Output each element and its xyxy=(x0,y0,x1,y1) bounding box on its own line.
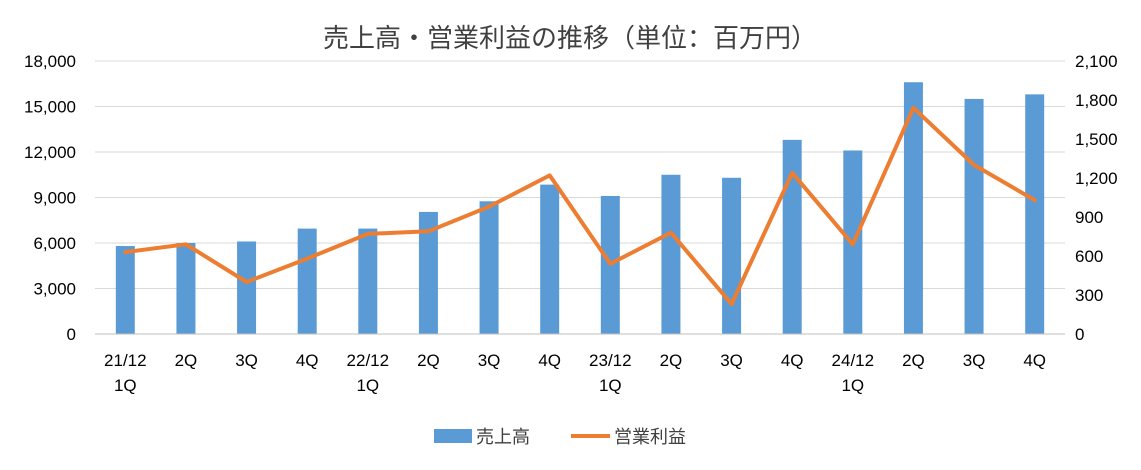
x-tick-label: 4Q xyxy=(1023,351,1046,370)
bar xyxy=(418,211,438,334)
x-tick-label: 2Q xyxy=(902,351,925,370)
y-right-tick-label: 900 xyxy=(1075,208,1103,227)
bar xyxy=(297,228,317,334)
y-left-tick-label: 18,000 xyxy=(24,52,76,71)
bar xyxy=(1025,94,1045,334)
bar xyxy=(176,243,196,334)
y-left-tick-label: 3,000 xyxy=(33,280,76,299)
bar xyxy=(540,184,560,334)
y-left-tick-label: 0 xyxy=(67,325,76,344)
bar xyxy=(964,98,984,335)
x-tick-label: 2Q xyxy=(175,351,198,370)
x-tick-label: 1Q xyxy=(356,376,379,395)
y-left-tick-label: 15,000 xyxy=(24,98,76,117)
y-left-tick-label: 12,000 xyxy=(24,143,76,162)
bar xyxy=(479,201,499,334)
bar xyxy=(722,177,742,334)
x-tick-label: 2Q xyxy=(417,351,440,370)
chart-title: 売上高・営業利益の推移（単位：百万円） xyxy=(323,24,817,54)
legend-swatch-bar xyxy=(434,429,472,443)
bar xyxy=(237,241,257,334)
x-tick-label: 24/12 xyxy=(832,351,875,370)
x-tick-label: 2Q xyxy=(660,351,683,370)
y-right-tick-label: 1,800 xyxy=(1075,91,1118,110)
x-tick-label: 21/12 xyxy=(104,351,147,370)
y-left-tick-label: 6,000 xyxy=(33,234,76,253)
legend-label-line: 営業利益 xyxy=(614,427,686,448)
operating-profit-line xyxy=(123,105,1037,307)
x-tick-label: 1Q xyxy=(114,376,137,395)
bar xyxy=(115,246,135,334)
x-tick-label: 4Q xyxy=(781,351,804,370)
line-series xyxy=(123,105,1037,307)
x-tick-label: 1Q xyxy=(599,376,622,395)
bar-series xyxy=(115,82,1045,335)
x-tick-label: 3Q xyxy=(720,351,743,370)
y-right-tick-label: 0 xyxy=(1075,325,1084,344)
bar xyxy=(661,174,681,334)
x-tick-label: 3Q xyxy=(963,351,986,370)
x-tick-label: 3Q xyxy=(235,351,258,370)
x-tick-label: 22/12 xyxy=(347,351,390,370)
y-right-tick-label: 1,500 xyxy=(1075,130,1118,149)
y-right-tick-label: 600 xyxy=(1075,247,1103,266)
y-right-tick-label: 2,100 xyxy=(1075,52,1118,71)
legend-label-bar: 売上高 xyxy=(476,427,530,448)
y-right-tick-label: 300 xyxy=(1075,286,1103,305)
legend: 売上高 営業利益 xyxy=(434,427,686,448)
bar xyxy=(903,82,923,334)
x-tick-label: 23/12 xyxy=(589,351,632,370)
bar xyxy=(782,139,802,334)
x-tick-label: 1Q xyxy=(841,376,864,395)
x-tick-label: 3Q xyxy=(478,351,501,370)
y-left-tick-label: 9,000 xyxy=(33,189,76,208)
x-tick-label: 4Q xyxy=(296,351,319,370)
axes: 0 3,000 6,000 9,000 12,000 15,000 18,000 0 300 60… xyxy=(24,52,1118,395)
x-tick-label: 4Q xyxy=(538,351,561,370)
gridlines xyxy=(95,60,1065,289)
y-right-tick-label: 1,200 xyxy=(1075,169,1118,188)
bar xyxy=(358,228,378,334)
